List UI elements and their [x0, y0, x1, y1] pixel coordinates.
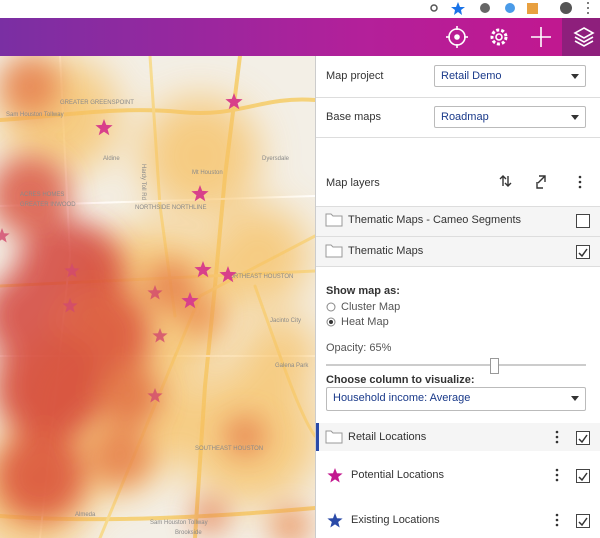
map-label: Almeda — [75, 512, 96, 518]
location-star — [64, 263, 80, 278]
layer-row[interactable] — [316, 237, 600, 267]
slider-track — [326, 364, 586, 366]
location-star — [0, 228, 10, 243]
check — [578, 472, 588, 482]
checkbox[interactable] — [576, 469, 590, 483]
menu-dot — [555, 478, 559, 482]
map-label: Aldine — [103, 156, 120, 162]
panel-icons — [325, 213, 559, 528]
check — [578, 517, 588, 527]
layer-name: Thematic Maps - Cameo Segments — [348, 214, 522, 226]
map-label: GREATER GREENSPOINT — [60, 100, 134, 106]
opacity-label: Opacity: 65% — [326, 342, 392, 354]
layer-tools[interactable] — [495, 172, 595, 192]
divider — [316, 137, 600, 138]
heat-zone — [0, 431, 85, 521]
checkbox[interactable] — [576, 245, 590, 259]
header-icons — [446, 26, 595, 48]
app-header — [0, 18, 600, 56]
label: Base maps — [326, 111, 382, 123]
map-label: NORTHEAST HOUSTON — [225, 274, 293, 280]
select[interactable]: Household income: Average — [326, 387, 586, 411]
radio-dot — [329, 320, 333, 324]
radio-label: Cluster Map — [341, 301, 401, 313]
map-label: Dyersdale — [262, 156, 290, 162]
heat-zone — [0, 156, 70, 236]
heat-zone — [140, 96, 260, 216]
radio — [326, 302, 336, 312]
map-label: GREATER INWOOD — [20, 202, 76, 208]
map-label: ACRES HOMES — [20, 192, 64, 198]
menu-dot — [555, 513, 559, 517]
location-star — [147, 388, 163, 403]
layer-name: Retail Locations — [348, 431, 427, 443]
menu-dot — [555, 473, 559, 477]
heat-zone — [90, 426, 150, 486]
checkbox[interactable] — [576, 214, 590, 228]
layer-name: Existing Locations — [351, 514, 440, 526]
check — [578, 248, 588, 258]
map-label: SOUTHEAST HOUSTON — [195, 446, 263, 452]
map-label: Mt Houston — [192, 170, 223, 176]
map-label: Brookside — [175, 530, 202, 536]
browser-bar — [0, 0, 600, 18]
location-star — [194, 261, 212, 278]
star-icon — [327, 468, 343, 483]
heat-zone — [210, 206, 310, 306]
select[interactable]: Retail Demo — [434, 65, 586, 87]
map-label: Sam Houston Tollway — [150, 520, 208, 526]
slider-thumb[interactable] — [490, 358, 499, 374]
heat-zone — [100, 366, 160, 426]
check — [578, 434, 588, 444]
layer-row[interactable] — [316, 423, 600, 451]
layer-name: Potential Locations — [351, 469, 444, 481]
map-label: Hardy Toll Rd — [140, 164, 146, 200]
location-star — [62, 298, 78, 313]
heat-zone — [225, 416, 265, 456]
map-label: NORTHSIDE NORTHLINE — [135, 205, 206, 211]
browser-icons — [430, 2, 589, 15]
heat-zone — [240, 316, 315, 396]
checkbox[interactable] — [576, 431, 590, 445]
map-label: Galena Park — [275, 363, 309, 369]
location-star — [219, 266, 237, 283]
menu-dot — [555, 468, 559, 472]
heat-zone — [0, 331, 105, 441]
section-title: Map layers — [326, 177, 380, 189]
map-label: Jacinto City — [270, 318, 301, 324]
panel-border — [315, 56, 316, 538]
select[interactable]: Roadmap — [434, 106, 586, 128]
heat-zone — [180, 296, 220, 336]
radio — [326, 317, 336, 327]
heat-zone — [192, 498, 228, 534]
heat-zone — [270, 506, 310, 538]
layer-row[interactable] — [316, 206, 600, 237]
location-star — [225, 93, 243, 110]
heat-zone — [0, 56, 60, 116]
location-star — [152, 328, 168, 343]
location-star — [147, 285, 163, 300]
location-star — [95, 119, 113, 136]
radio-label: Heat Map — [341, 316, 389, 328]
option-title: Show map as: — [326, 285, 400, 297]
layer-name: Thematic Maps — [348, 245, 424, 257]
menu-dot — [555, 523, 559, 527]
menu-dot — [555, 518, 559, 522]
star-icon — [327, 513, 343, 528]
location-star — [191, 185, 209, 202]
label: Map project — [326, 70, 384, 82]
location-star — [181, 292, 199, 309]
checkbox[interactable] — [576, 514, 590, 528]
map[interactable]: GREATER GREENSPOINT Sam Houston Tollway Al… — [0, 56, 315, 538]
map-label: Sam Houston Tollway — [6, 112, 64, 118]
option-title: Choose column to visualize: — [326, 374, 475, 386]
divider — [316, 97, 600, 98]
